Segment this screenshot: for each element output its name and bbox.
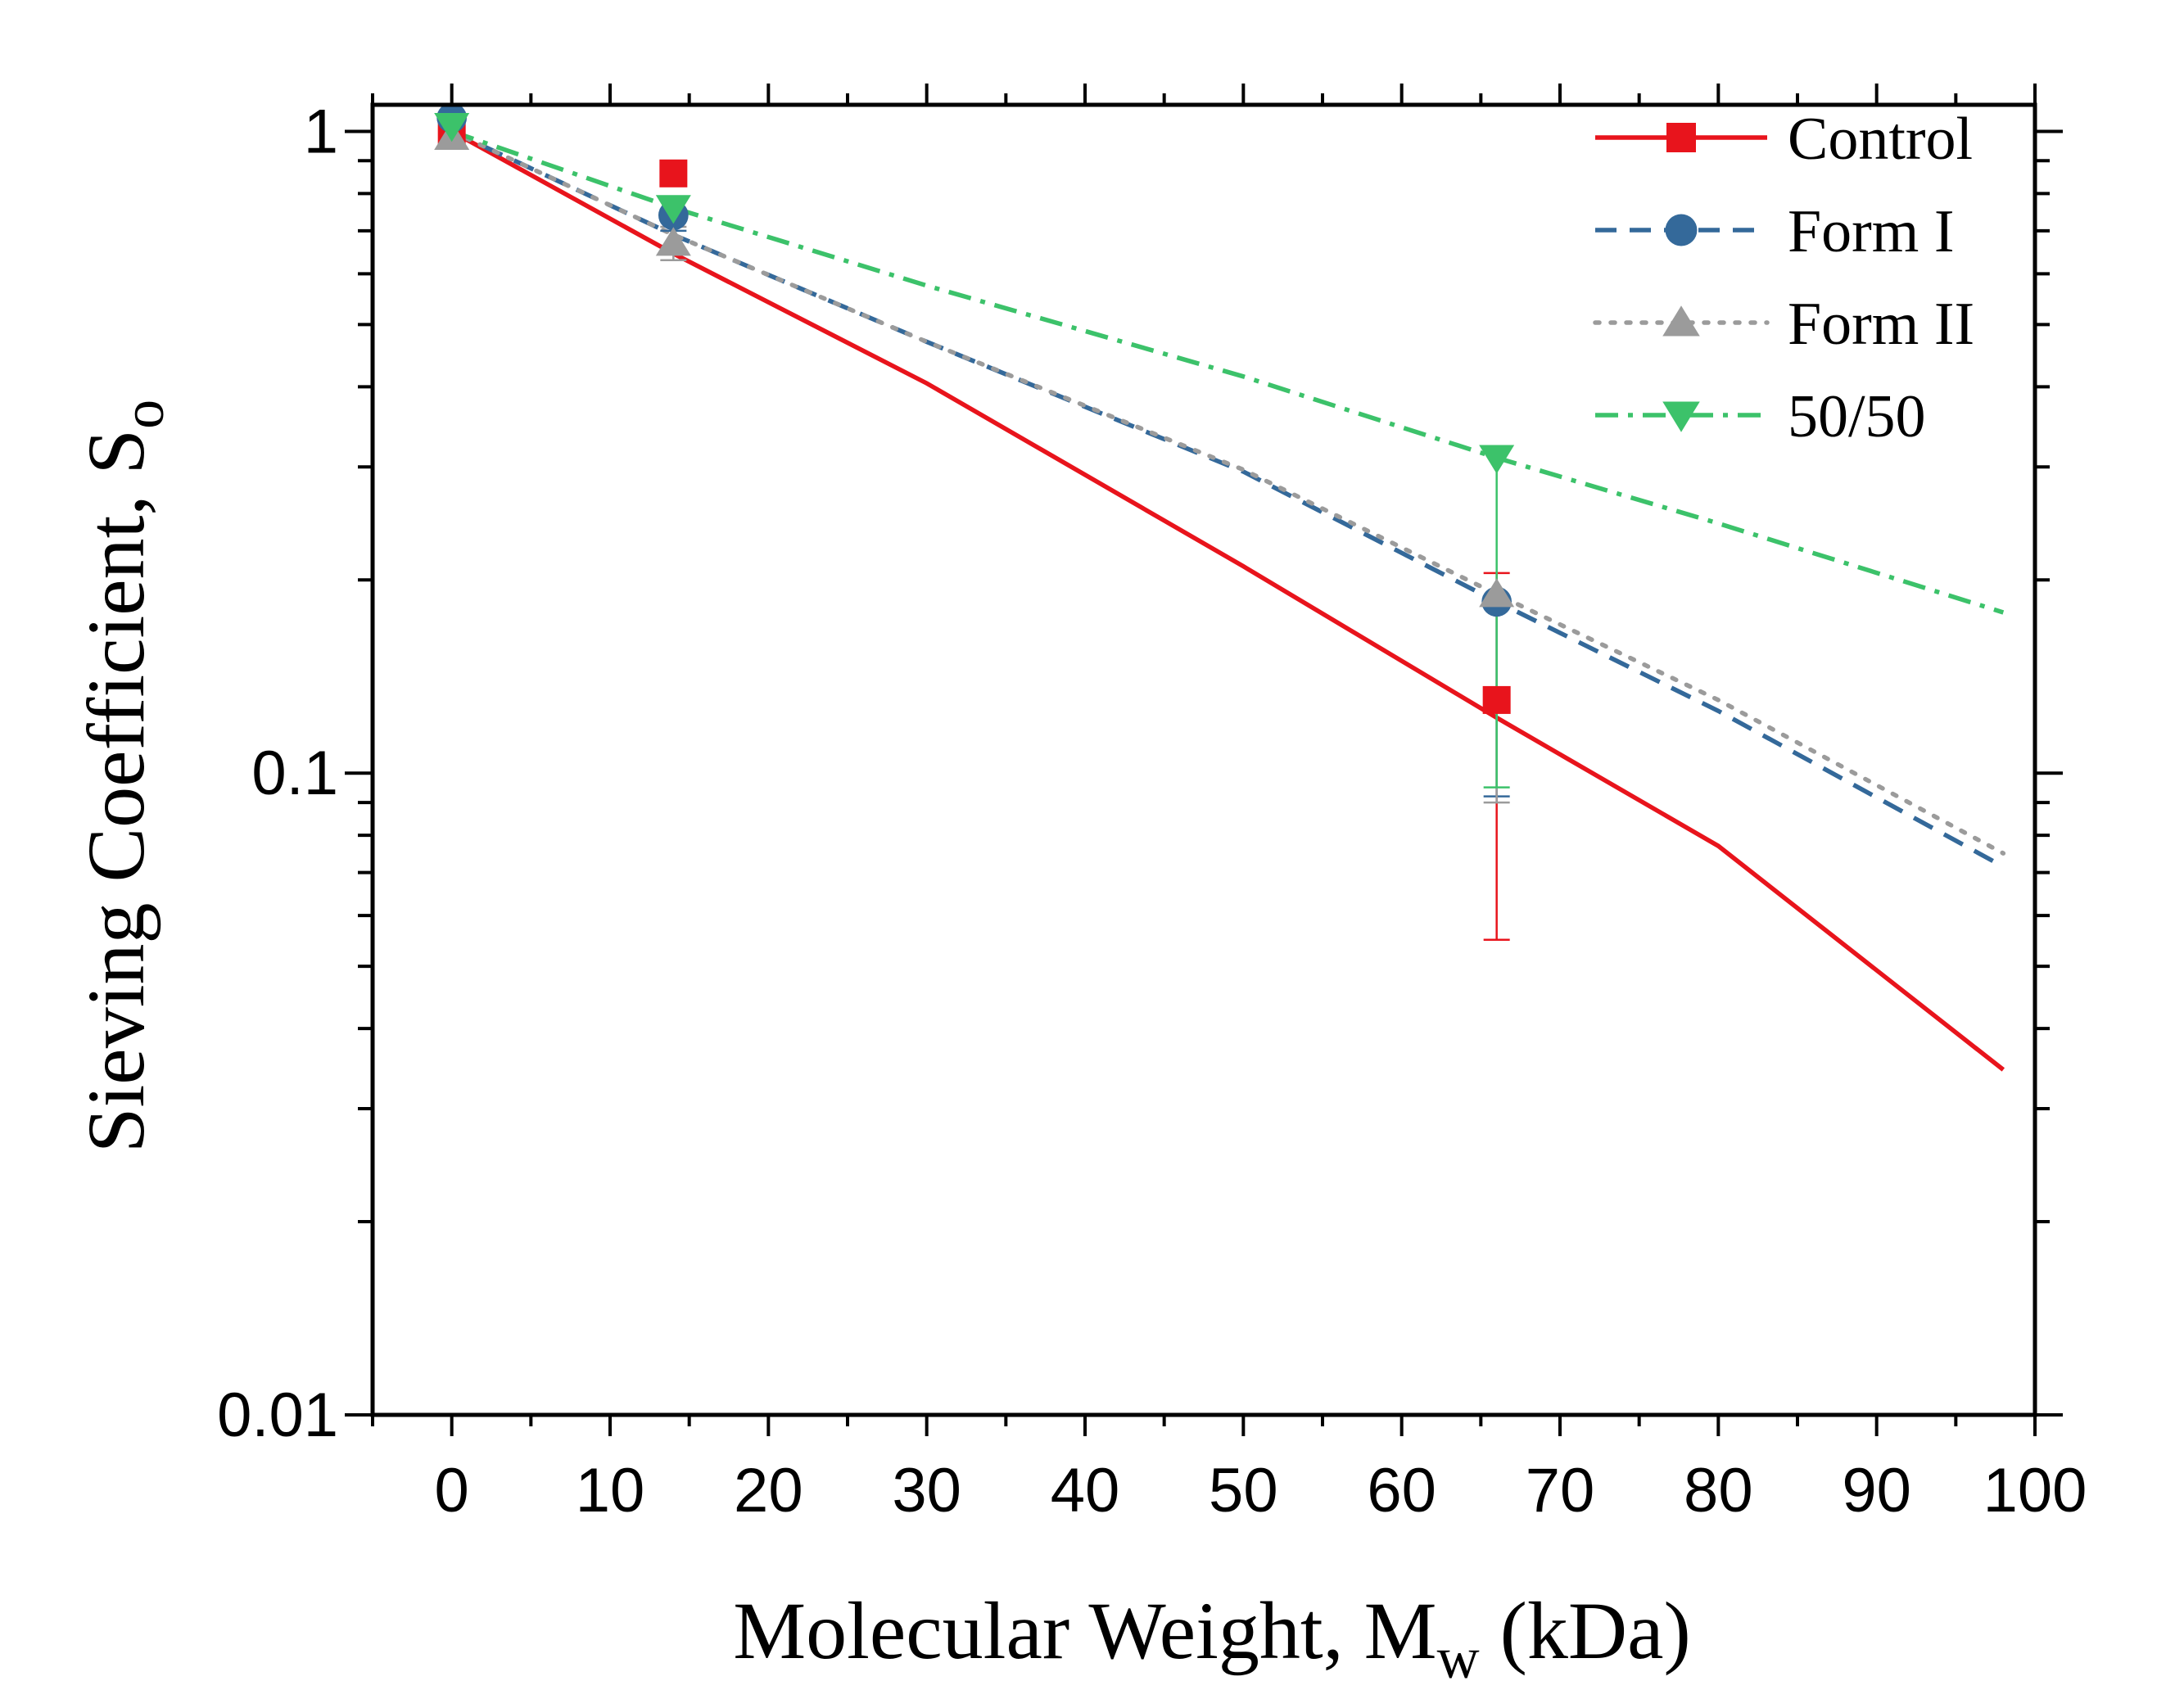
- legend-marker-form-ii: [1662, 305, 1700, 337]
- x-tick-label: 0: [435, 1456, 469, 1525]
- data-point-control: [659, 159, 688, 188]
- data-point-form-ii: [1479, 578, 1515, 608]
- x-tick-label: 60: [1367, 1456, 1436, 1525]
- legend: Control Form I Form II 50/50: [1593, 106, 1974, 450]
- data-point-form-ii: [655, 227, 691, 256]
- y-tick-label: 0.01: [217, 1380, 338, 1450]
- x-tick-label: 30: [892, 1456, 961, 1525]
- y-tick-label: 1: [304, 97, 338, 166]
- x-tick-label: 80: [1684, 1456, 1753, 1525]
- data-point-50-50: [1479, 445, 1515, 474]
- legend-label-form-i: Form I: [1788, 198, 1955, 265]
- error-bars-layer: [660, 160, 1510, 941]
- fit-line-form-ii: [449, 129, 2006, 856]
- legend-marker-control: [1666, 123, 1696, 152]
- fit-line-control: [450, 129, 2005, 1072]
- fit-line-50-50: [450, 129, 2005, 615]
- legend-label-50-50: 50/50: [1788, 383, 1926, 450]
- legend-label-control: Control: [1788, 106, 1973, 173]
- fit-line-form-i: [450, 129, 2005, 869]
- x-tick-label: 20: [734, 1456, 803, 1525]
- x-axis-title-suffix: (kDa): [1480, 1585, 1691, 1676]
- legend-marker-form-i: [1665, 214, 1698, 246]
- data-point-50-50: [434, 113, 470, 142]
- x-axis-title: Molecular Weight, Mw (kDa): [733, 1585, 1691, 1690]
- legend-label-form-ii: Form II: [1788, 291, 1974, 358]
- x-tick-label: 90: [1842, 1456, 1911, 1525]
- y-axis-title: Sieving Coefficient, So: [70, 400, 176, 1153]
- y-tick-label: 0.1: [251, 739, 338, 808]
- data-point-50-50: [655, 195, 691, 224]
- fit-lines-layer: [449, 129, 2006, 1072]
- x-tick-label: 70: [1526, 1456, 1595, 1525]
- tick-labels-layer: 0 10 20 30 40 50 60 70 80 90 100 0.01 0.1 1: [217, 97, 2087, 1525]
- y-axis-title-subscript: o: [111, 400, 176, 429]
- data-markers-layer: [434, 102, 1515, 714]
- data-point-control: [1482, 685, 1511, 714]
- plot-frame: [370, 102, 2037, 1417]
- x-tick-label: 10: [576, 1456, 645, 1525]
- legend-marker-50-50: [1662, 401, 1700, 432]
- x-axis-title-main: Molecular Weight, M: [733, 1585, 1436, 1676]
- y-axis-title-main: Sieving Coefficient, S: [70, 429, 161, 1153]
- x-axis-title-subscript: w: [1437, 1625, 1480, 1690]
- x-tick-label: 50: [1209, 1456, 1278, 1525]
- x-tick-label: 100: [1983, 1456, 2087, 1525]
- x-tick-label: 40: [1051, 1456, 1120, 1525]
